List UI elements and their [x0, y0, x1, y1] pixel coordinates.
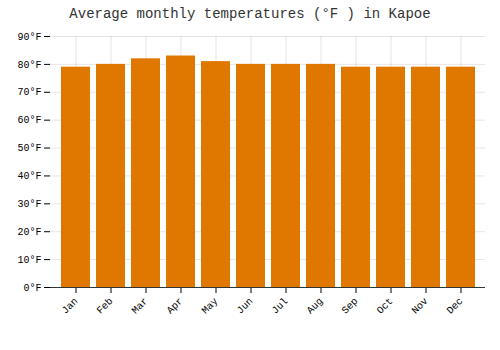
svg-text:70°F: 70°F — [17, 87, 41, 98]
svg-text:Apr: Apr — [165, 296, 186, 317]
svg-text:90°F: 90°F — [17, 32, 41, 43]
svg-text:10°F: 10°F — [17, 255, 41, 266]
svg-text:Nov: Nov — [410, 296, 431, 317]
svg-text:0°F: 0°F — [23, 283, 41, 294]
svg-text:May: May — [200, 296, 221, 317]
html-text:Average monthly temperatures (: Average monthly temperatures (°F ) in Ka… — [69, 6, 431, 22]
svg-text:80°F: 80°F — [17, 60, 41, 71]
svg-text:Oct: Oct — [375, 296, 396, 317]
svg-text:20°F: 20°F — [17, 227, 41, 238]
svg-text:Jan: Jan — [60, 296, 81, 317]
svg-text:40°F: 40°F — [17, 171, 41, 182]
svg-text:Feb: Feb — [95, 296, 116, 317]
svg-text:Jul: Jul — [270, 296, 291, 317]
svg-text:Mar: Mar — [130, 296, 151, 317]
svg-text:60°F: 60°F — [17, 115, 41, 126]
svg-text:30°F: 30°F — [17, 199, 41, 210]
svg-text:Jun: Jun — [235, 296, 256, 317]
svg-text:Dec: Dec — [445, 296, 466, 317]
svg-text:Sep: Sep — [340, 296, 361, 317]
svg-text:50°F: 50°F — [17, 143, 41, 154]
svg-text:Aug: Aug — [305, 296, 326, 317]
